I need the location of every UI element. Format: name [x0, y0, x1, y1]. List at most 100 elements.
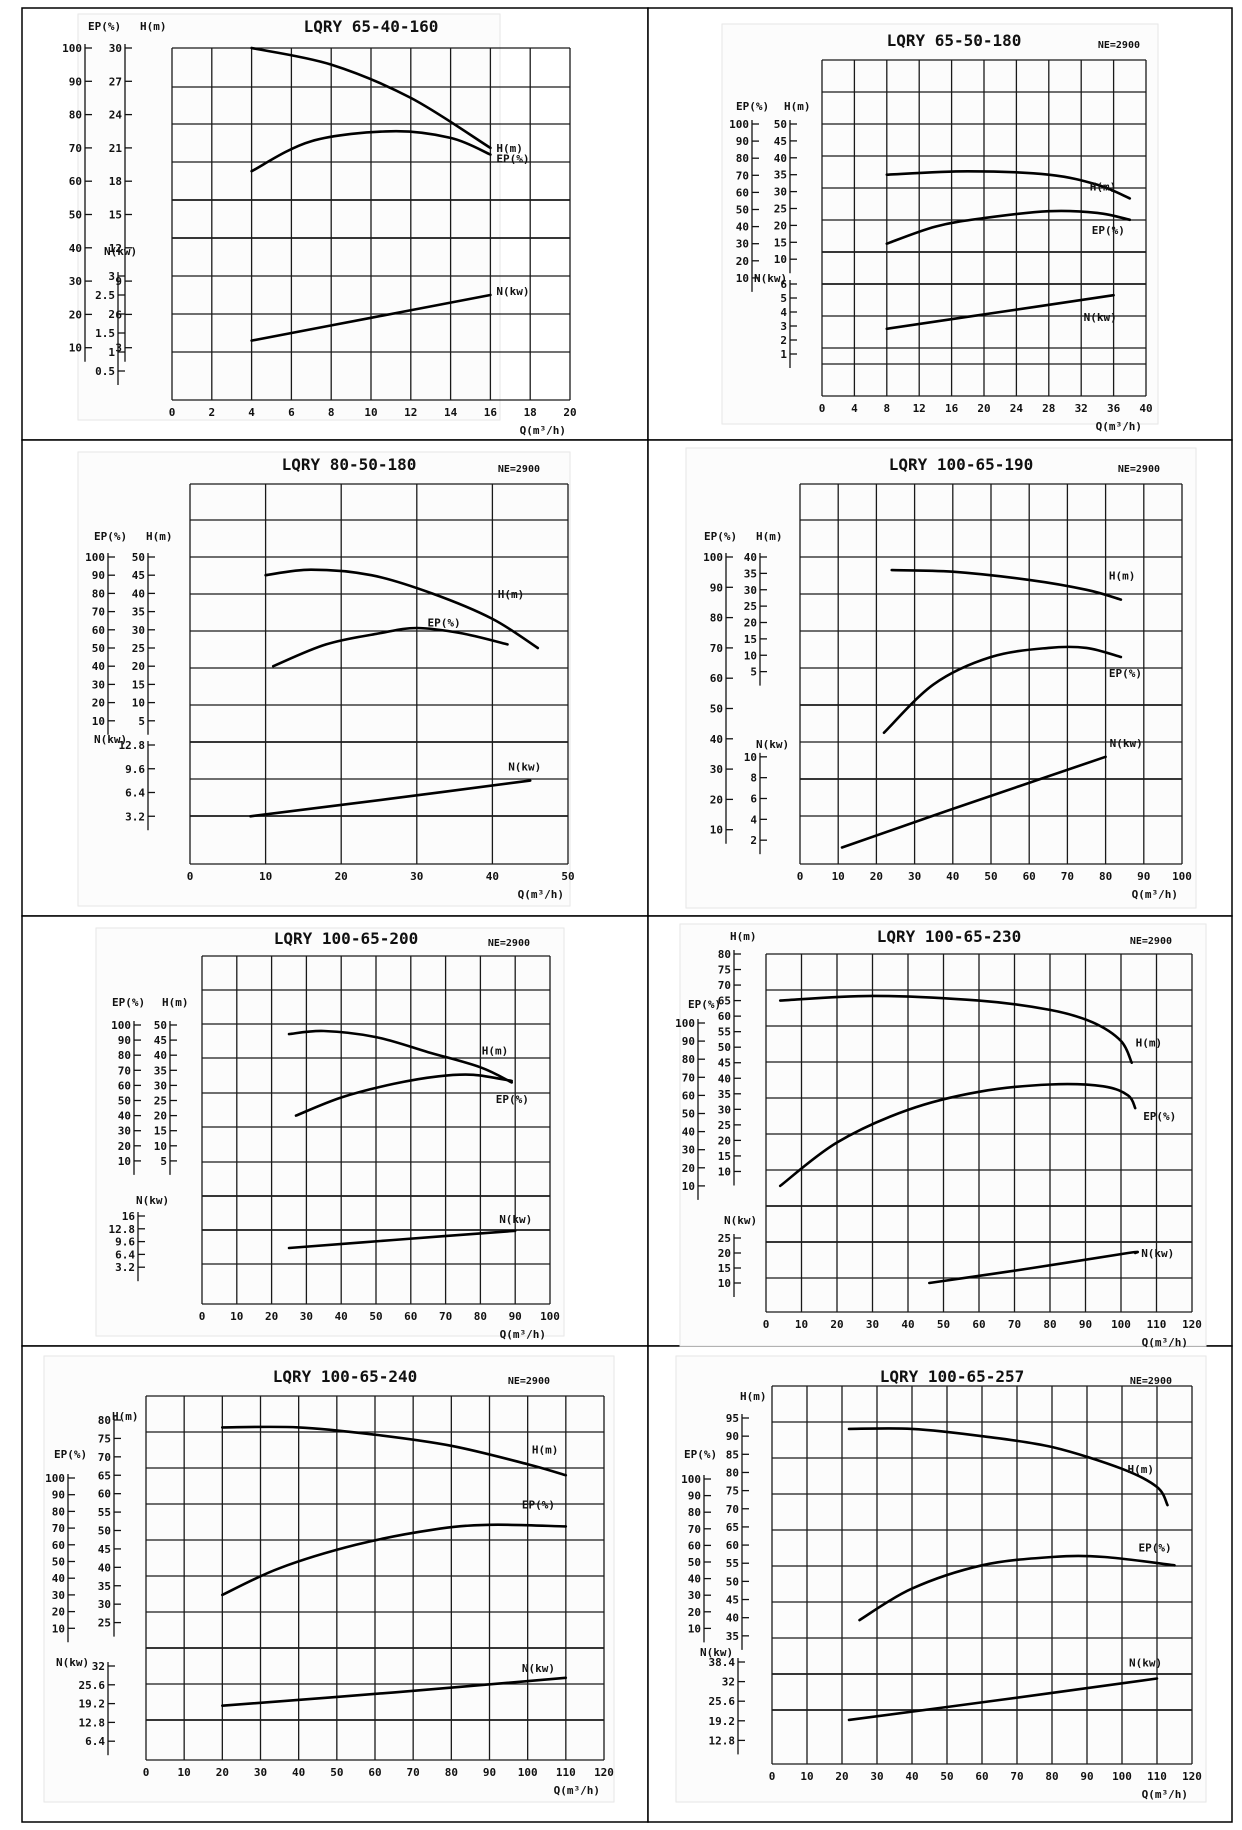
x-tick-label: 60: [1023, 870, 1036, 883]
axis-tick-label: 10: [710, 824, 723, 837]
axis-tick-label: 40: [774, 152, 787, 165]
axis-tick-label: 30: [132, 624, 145, 637]
n-axis-title: N(kw): [754, 272, 787, 285]
axis-tick-label: 30: [52, 1589, 65, 1602]
axis-tick-label: 25.6: [709, 1695, 736, 1708]
axis-tick-label: 25: [132, 642, 145, 655]
ep-axis-title: EP(%): [54, 1448, 87, 1461]
x-axis-label: Q(m³/h): [1132, 888, 1178, 901]
axis-tick-label: 80: [688, 1506, 701, 1519]
axis-tick-label: 20: [774, 219, 787, 232]
x-tick-label: 100: [1172, 870, 1192, 883]
x-tick-label: 20: [870, 870, 883, 883]
axis-tick-label: 50: [726, 1575, 739, 1588]
axis-tick-label: 5: [780, 292, 787, 305]
axis-tick-label: 40: [154, 1049, 167, 1062]
chart-title: LQRY 80-50-180: [282, 455, 417, 474]
x-tick-label: 70: [1061, 870, 1074, 883]
axis-tick-label: 60: [52, 1539, 65, 1552]
axis-tick-label: 100: [62, 42, 82, 55]
axis-tick-label: 21: [109, 142, 123, 155]
x-tick-label: 10: [259, 870, 272, 883]
axis-tick-label: 90: [69, 75, 82, 88]
axis-tick-label: 12.8: [709, 1734, 736, 1747]
axis-tick-label: 1.5: [95, 327, 115, 340]
axis-tick-label: 6.4: [85, 1735, 105, 1748]
series-line-ep: [858, 1554, 1176, 1622]
axis-tick-label: 20: [92, 697, 105, 710]
x-tick-label: 110: [556, 1766, 576, 1779]
n-axis: 2 4 6 8 10: [744, 751, 767, 855]
axis-tick-label: 90: [682, 1035, 695, 1048]
x-tick-label: 30: [300, 1310, 313, 1323]
axis-tick-label: 20: [736, 255, 749, 268]
x-axis-label: Q(m³/h): [500, 1328, 546, 1341]
h-axis-title: H(m): [162, 996, 189, 1009]
axis-tick-label: 4: [750, 813, 757, 826]
axis-tick-label: 10: [744, 649, 757, 662]
x-tick-label: 100: [1111, 1318, 1131, 1331]
axis-tick-label: 3.2: [125, 810, 145, 823]
ne-label: NE=2900: [508, 1376, 550, 1387]
x-tick-label: 4: [248, 406, 255, 419]
x-tick-label: 60: [404, 1310, 417, 1323]
grid: [189, 483, 569, 865]
axis-tick-label: 27: [109, 75, 122, 88]
axis-tick-label: 20: [154, 1110, 167, 1123]
axis-tick-label: 50: [736, 204, 749, 217]
ne-label: NE=2900: [1118, 464, 1160, 475]
axis-tick-label: 40: [52, 1572, 65, 1585]
ep-axis-title: EP(%): [704, 530, 737, 543]
chart-lqry-100-65-230: 0 10 20 30 40 50 60 70 80 90 100 110 120 Q(m³/h) LQRY …: [675, 923, 1207, 1349]
axis-tick-label: 20: [718, 1134, 731, 1147]
series-label-ep: EP(%): [1092, 224, 1125, 237]
axis-tick-label: 6: [780, 278, 787, 291]
axis-tick-label: 80: [98, 1414, 111, 1427]
axis-tick-label: 30: [710, 763, 723, 776]
axis-tick-label: 3: [780, 320, 787, 333]
x-tick-label: 36: [1107, 402, 1121, 415]
series-label-ep: EP(%): [496, 1093, 529, 1106]
axis-tick-label: 70: [736, 169, 749, 182]
series-label-h-m: H(m): [1136, 1037, 1163, 1050]
x-tick-label: 16: [484, 406, 498, 419]
axis-tick-label: 90: [688, 1490, 701, 1503]
series-line-ep: [250, 129, 492, 173]
axis-tick-label: 10: [69, 342, 82, 355]
axis-tick-label: 19.2: [79, 1698, 106, 1711]
axis-tick-label: 20: [718, 1247, 731, 1260]
axis-tick-label: 50: [718, 1041, 731, 1054]
grid: [821, 59, 1147, 397]
axis-tick-label: 70: [688, 1523, 701, 1536]
ne-label: NE=2900: [498, 464, 540, 475]
series-label-n-kw: N(kw): [522, 1662, 555, 1675]
x-tick-label: 60: [368, 1766, 381, 1779]
x-tick-label: 70: [439, 1310, 452, 1323]
axis-tick-label: 12.8: [109, 1223, 136, 1236]
x-tick-label: 6: [288, 406, 295, 419]
axis-tick-label: 40: [744, 551, 757, 564]
series-line-n-kw: [928, 1250, 1139, 1285]
axis-tick-label: 45: [132, 569, 145, 582]
axis-tick-label: 60: [69, 175, 82, 188]
x-tick-label: 70: [1008, 1318, 1021, 1331]
chart-panels: 0 2 4 6 8 10 12 14 16 18 20Q(m³/h)LQRY 65-40-16010…: [43, 13, 1207, 1803]
x-tick-label: 90: [1080, 1770, 1093, 1783]
axis-tick-label: 50: [118, 1095, 131, 1108]
x-tick-label: 0: [819, 402, 826, 415]
series-label-ep: EP(%): [522, 1498, 555, 1511]
axis-tick-label: 40: [92, 660, 105, 673]
ep-axis: 10 20 30 40 50 60 70 80 90 100: [729, 118, 759, 292]
axis-tick-label: 70: [682, 1071, 695, 1084]
ep-axis-title: EP(%): [736, 100, 769, 113]
axis-tick-label: 60: [92, 624, 105, 637]
axis-tick-label: 10: [688, 1622, 701, 1635]
axis-tick-label: 50: [688, 1556, 701, 1569]
x-tick-label: 40: [901, 1318, 914, 1331]
n-axis-title: N(kw): [756, 738, 789, 751]
chart-title: LQRY 100-65-230: [877, 927, 1022, 946]
axis-tick-label: 40: [682, 1126, 695, 1139]
axis-tick-label: 55: [726, 1557, 739, 1570]
axis-tick-label: 15: [109, 209, 122, 222]
x-tick-label: 30: [254, 1766, 267, 1779]
